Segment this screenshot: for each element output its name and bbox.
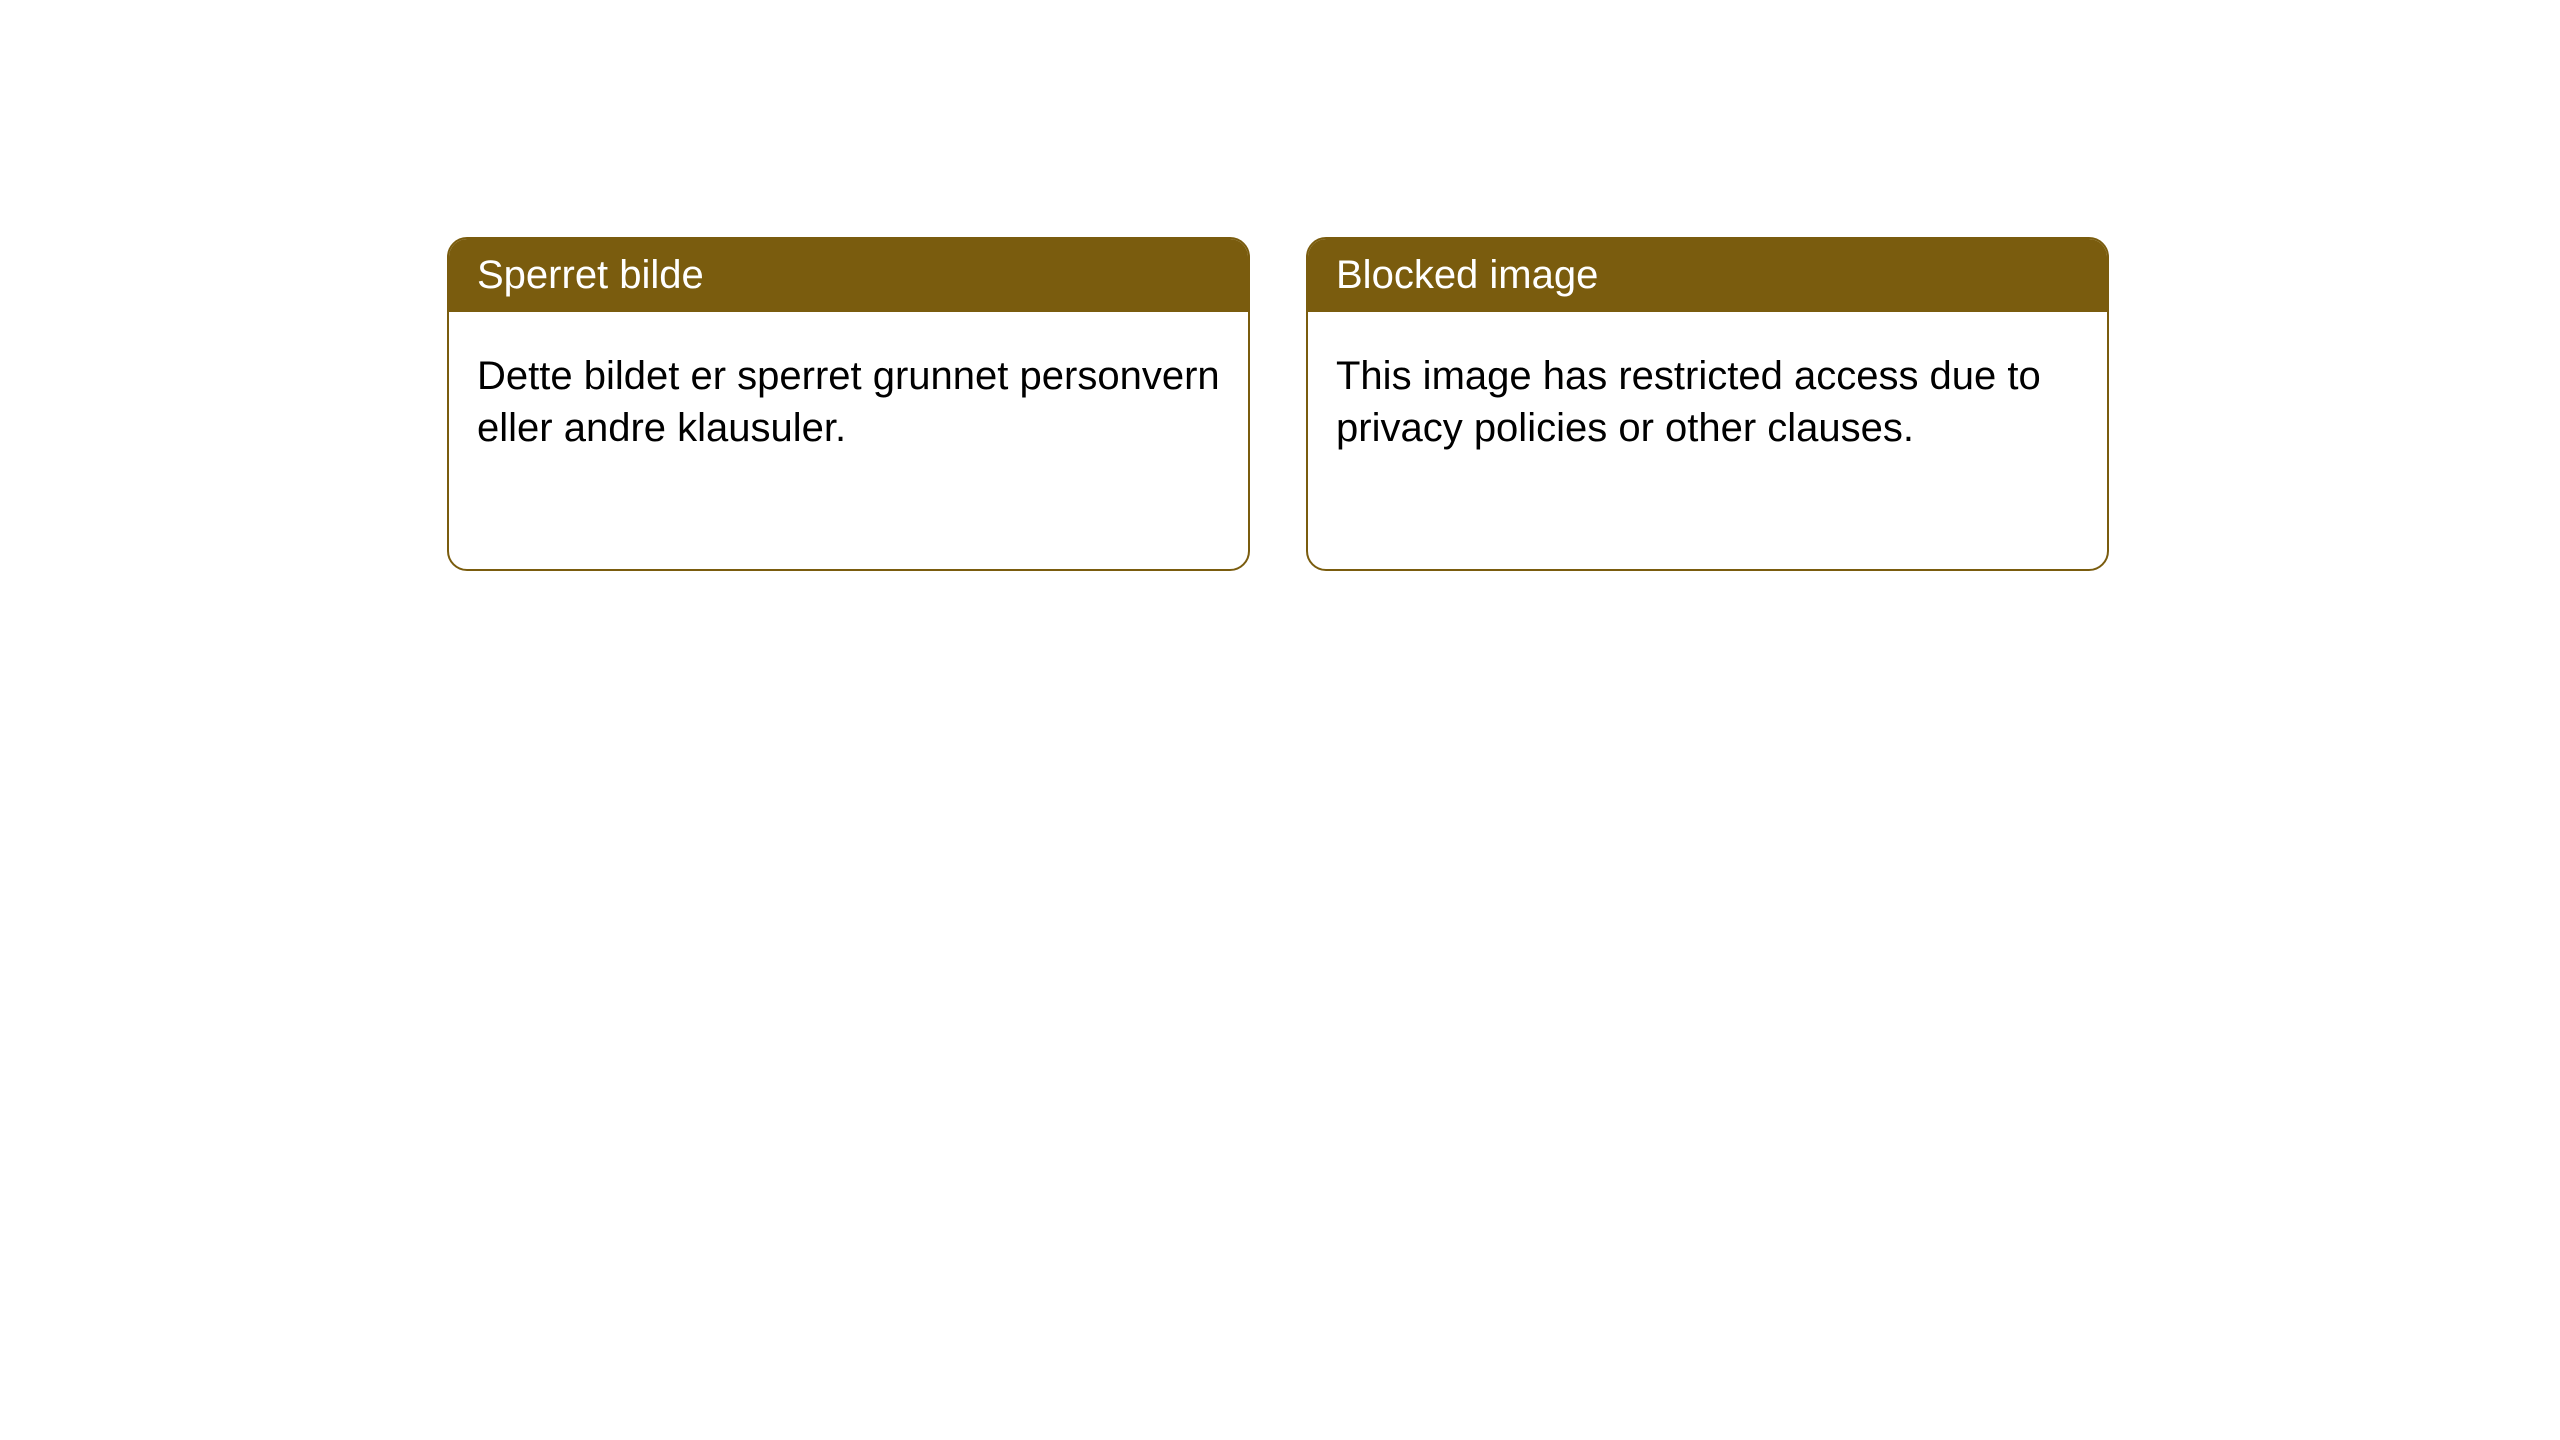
card-body-text-en: This image has restricted access due to … [1336,354,2041,450]
card-title-en: Blocked image [1336,253,1598,297]
card-header-en: Blocked image [1308,239,2107,312]
card-body-text-no: Dette bildet er sperret grunnet personve… [477,354,1220,450]
card-body-no: Dette bildet er sperret grunnet personve… [449,312,1248,492]
card-header-no: Sperret bilde [449,239,1248,312]
card-title-no: Sperret bilde [477,253,704,297]
notice-cards-container: Sperret bilde Dette bildet er sperret gr… [0,0,2560,571]
card-body-en: This image has restricted access due to … [1308,312,2107,492]
blocked-image-card-no: Sperret bilde Dette bildet er sperret gr… [447,237,1250,571]
blocked-image-card-en: Blocked image This image has restricted … [1306,237,2109,571]
